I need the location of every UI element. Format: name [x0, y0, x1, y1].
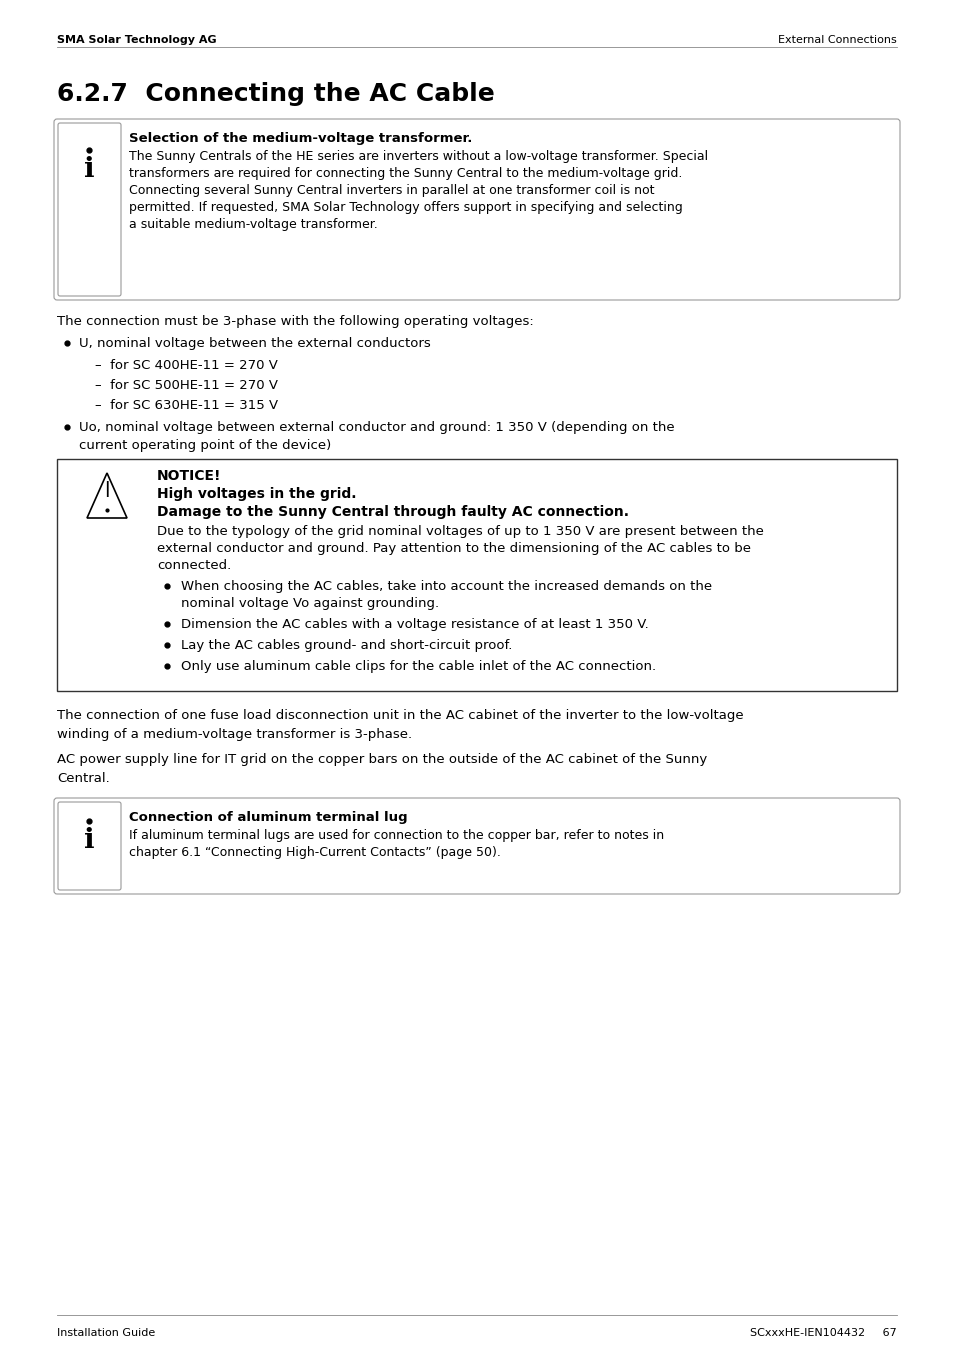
Text: nominal voltage Vo against grounding.: nominal voltage Vo against grounding.: [181, 598, 438, 610]
Text: Connection of aluminum terminal lug: Connection of aluminum terminal lug: [129, 811, 407, 823]
Text: Due to the typology of the grid nominal voltages of up to 1 350 V are present be: Due to the typology of the grid nominal …: [157, 525, 763, 538]
Text: SCxxxHE-IEN104432     67: SCxxxHE-IEN104432 67: [749, 1328, 896, 1338]
Text: permitted. If requested, SMA Solar Technology offers support in specifying and s: permitted. If requested, SMA Solar Techn…: [129, 201, 682, 214]
Text: Damage to the Sunny Central through faulty AC connection.: Damage to the Sunny Central through faul…: [157, 506, 628, 519]
Text: AC power supply line for IT grid on the copper bars on the outside of the AC cab: AC power supply line for IT grid on the …: [57, 753, 706, 767]
FancyBboxPatch shape: [54, 119, 899, 300]
Text: Uo, nominal voltage between external conductor and ground: 1 350 V (depending on: Uo, nominal voltage between external con…: [79, 420, 674, 434]
Text: i: i: [84, 827, 94, 854]
Text: external conductor and ground. Pay attention to the dimensioning of the AC cable: external conductor and ground. Pay atten…: [157, 542, 750, 556]
Text: NOTICE!: NOTICE!: [157, 469, 221, 483]
Text: The Sunny Centrals of the HE series are inverters without a low-voltage transfor: The Sunny Centrals of the HE series are …: [129, 150, 707, 164]
Text: transformers are required for connecting the Sunny Central to the medium-voltage: transformers are required for connecting…: [129, 168, 681, 180]
Text: High voltages in the grid.: High voltages in the grid.: [157, 487, 356, 502]
Text: Connecting several Sunny Central inverters in parallel at one transformer coil i: Connecting several Sunny Central inverte…: [129, 184, 654, 197]
Text: Dimension the AC cables with a voltage resistance of at least 1 350 V.: Dimension the AC cables with a voltage r…: [181, 618, 648, 631]
Text: chapter 6.1 “Connecting High-Current Contacts” (page 50).: chapter 6.1 “Connecting High-Current Con…: [129, 846, 500, 859]
Text: –  for SC 500HE-11 = 270 V: – for SC 500HE-11 = 270 V: [95, 379, 277, 392]
Text: The connection of one fuse load disconnection unit in the AC cabinet of the inve: The connection of one fuse load disconne…: [57, 708, 742, 722]
Text: SMA Solar Technology AG: SMA Solar Technology AG: [57, 35, 216, 45]
FancyBboxPatch shape: [54, 798, 899, 894]
Text: Lay the AC cables ground- and short-circuit proof.: Lay the AC cables ground- and short-circ…: [181, 639, 512, 652]
Text: Selection of the medium-voltage transformer.: Selection of the medium-voltage transfor…: [129, 132, 472, 145]
Text: The connection must be 3-phase with the following operating voltages:: The connection must be 3-phase with the …: [57, 315, 533, 329]
Text: External Connections: External Connections: [778, 35, 896, 45]
FancyBboxPatch shape: [57, 458, 896, 691]
Text: winding of a medium-voltage transformer is 3-phase.: winding of a medium-voltage transformer …: [57, 727, 412, 741]
Text: Installation Guide: Installation Guide: [57, 1328, 155, 1338]
Text: Only use aluminum cable clips for the cable inlet of the AC connection.: Only use aluminum cable clips for the ca…: [181, 660, 656, 673]
Text: 6.2.7  Connecting the AC Cable: 6.2.7 Connecting the AC Cable: [57, 82, 495, 105]
FancyBboxPatch shape: [58, 123, 121, 296]
Text: i: i: [84, 155, 94, 183]
Text: U, nominal voltage between the external conductors: U, nominal voltage between the external …: [79, 337, 431, 350]
Text: connected.: connected.: [157, 558, 231, 572]
Text: Central.: Central.: [57, 772, 110, 786]
Text: current operating point of the device): current operating point of the device): [79, 439, 331, 452]
Text: |: |: [104, 481, 110, 498]
Text: a suitable medium-voltage transformer.: a suitable medium-voltage transformer.: [129, 218, 377, 231]
Text: When choosing the AC cables, take into account the increased demands on the: When choosing the AC cables, take into a…: [181, 580, 711, 594]
FancyBboxPatch shape: [58, 802, 121, 890]
Text: If aluminum terminal lugs are used for connection to the copper bar, refer to no: If aluminum terminal lugs are used for c…: [129, 829, 663, 842]
Text: –  for SC 400HE-11 = 270 V: – for SC 400HE-11 = 270 V: [95, 360, 277, 372]
Text: –  for SC 630HE-11 = 315 V: – for SC 630HE-11 = 315 V: [95, 399, 278, 412]
